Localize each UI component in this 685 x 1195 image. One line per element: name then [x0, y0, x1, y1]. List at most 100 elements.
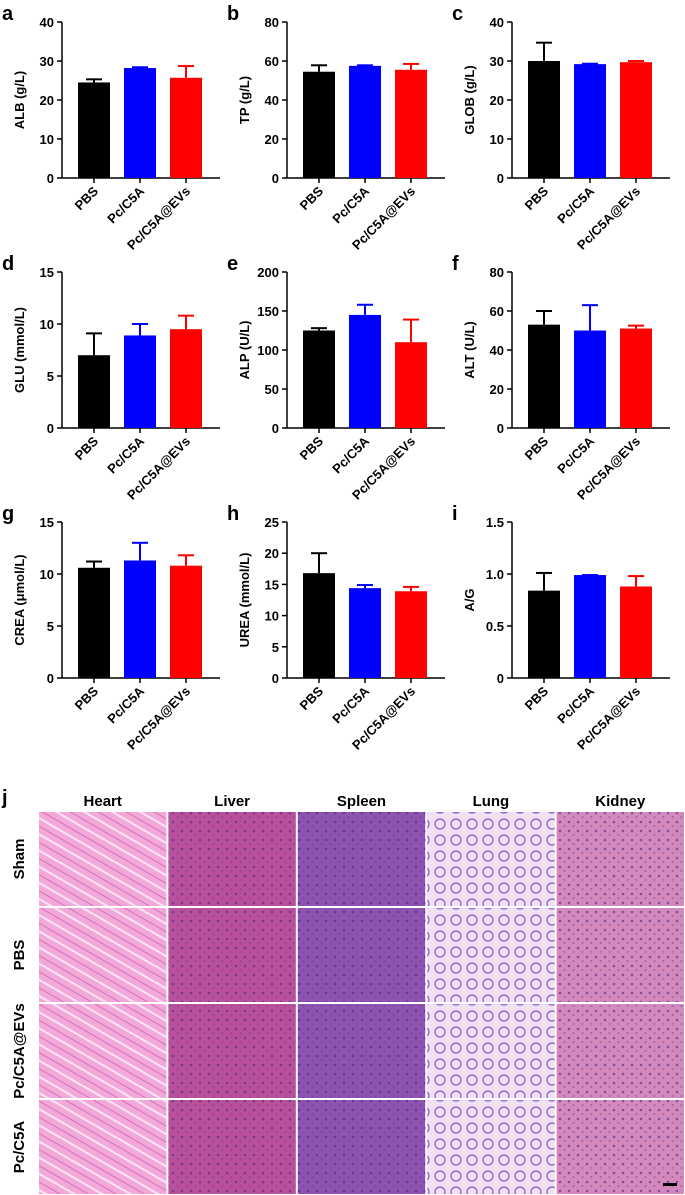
column-header: Heart: [84, 793, 122, 810]
y-tick-label: 1.0: [486, 567, 504, 582]
panel-label: c: [452, 3, 463, 25]
x-tick-label: Pc/C5A: [554, 433, 597, 476]
y-tick-label: 15: [265, 577, 279, 592]
tissue-texture: [168, 908, 296, 1002]
panel-label: e: [227, 253, 238, 275]
bar: [620, 62, 652, 178]
y-tick-label: 20: [40, 93, 54, 108]
tissue-texture: [556, 812, 684, 906]
bar: [303, 330, 335, 428]
y-tick-label: 25: [265, 515, 279, 530]
bar: [574, 64, 606, 178]
panel-label: h: [227, 503, 239, 525]
y-tick-label: 0: [272, 171, 279, 186]
panel-label: j: [1, 787, 8, 809]
column-header: Spleen: [337, 793, 386, 810]
y-tick-label: 0: [47, 671, 54, 686]
y-tick-label: 0: [497, 671, 504, 686]
bar: [349, 65, 381, 178]
y-tick-label: 5: [272, 640, 279, 655]
x-tick-label: PBS: [522, 183, 552, 213]
x-tick-label: PBS: [297, 433, 327, 463]
bar: [170, 77, 202, 178]
y-axis-label: ALT (U/L): [462, 321, 477, 379]
row-header: Pc/C5A@EVs: [11, 1003, 28, 1099]
tissue-texture: [427, 908, 555, 1002]
bar: [78, 567, 110, 678]
panel-label: i: [452, 503, 458, 525]
scale-bar: [663, 1183, 677, 1186]
x-tick-label: PBS: [72, 683, 102, 713]
bar: [303, 573, 335, 678]
bar: [124, 560, 156, 678]
tissue-texture: [297, 908, 426, 1002]
column-header: Liver: [214, 793, 250, 810]
tissue-texture: [556, 1100, 684, 1194]
y-axis-label: A/G: [462, 588, 477, 611]
y-axis-label: UREA (mmol/L): [237, 553, 252, 648]
y-tick-label: 10: [40, 567, 54, 582]
x-tick-label: Pc/C5A: [104, 683, 147, 726]
y-axis-label: TP (g/L): [237, 76, 252, 124]
column-header: Kidney: [595, 793, 646, 810]
y-tick-label: 0: [497, 171, 504, 186]
y-tick-label: 15: [40, 265, 54, 280]
y-tick-label: 200: [257, 265, 279, 280]
y-tick-label: 0: [497, 421, 504, 436]
x-tick-label: Pc/C5A: [329, 183, 372, 226]
y-tick-label: 20: [490, 93, 504, 108]
bar: [620, 328, 652, 428]
y-tick-label: 0: [272, 671, 279, 686]
row-header: Sham: [11, 839, 28, 880]
y-tick-label: 20: [490, 382, 504, 397]
column-header: Lung: [473, 793, 510, 810]
y-tick-label: 100: [257, 343, 279, 358]
y-tick-label: 150: [257, 304, 279, 319]
y-tick-label: 30: [40, 54, 54, 69]
y-tick-label: 5: [47, 619, 54, 634]
y-tick-label: 60: [265, 54, 279, 69]
bar: [124, 68, 156, 178]
y-axis-label: GLU (mmol/L): [12, 307, 27, 393]
row-header: PBS: [11, 940, 28, 971]
bar: [528, 61, 560, 178]
x-tick-label: Pc/C5A: [104, 183, 147, 226]
tissue-texture: [39, 812, 167, 906]
bar: [395, 69, 427, 178]
x-tick-label: Pc/C5A: [554, 683, 597, 726]
y-tick-label: 0: [47, 421, 54, 436]
y-tick-label: 40: [490, 343, 504, 358]
bar: [349, 314, 381, 428]
tissue-texture: [168, 812, 296, 906]
y-tick-label: 20: [265, 132, 279, 147]
y-axis-label: ALB (g/L): [12, 71, 27, 129]
tissue-texture: [168, 1100, 296, 1194]
panel-label: g: [2, 503, 14, 525]
panel-label: f: [452, 253, 459, 275]
y-tick-label: 50: [265, 382, 279, 397]
tissue-texture: [39, 1100, 167, 1194]
tissue-texture: [168, 1004, 296, 1098]
y-tick-label: 40: [265, 93, 279, 108]
tissue-texture: [427, 1004, 555, 1098]
bar: [303, 71, 335, 178]
bar: [574, 575, 606, 678]
y-tick-label: 5: [47, 369, 54, 384]
y-tick-label: 20: [265, 546, 279, 561]
tissue-texture: [427, 1100, 555, 1194]
x-tick-label: PBS: [72, 183, 102, 213]
tissue-texture: [39, 1004, 167, 1098]
y-tick-label: 40: [40, 15, 54, 30]
x-tick-label: PBS: [297, 183, 327, 213]
tissue-texture: [297, 1004, 426, 1098]
y-tick-label: 0: [47, 171, 54, 186]
y-tick-label: 10: [40, 132, 54, 147]
y-tick-label: 10: [490, 132, 504, 147]
y-tick-label: 30: [490, 54, 504, 69]
y-tick-label: 0: [272, 421, 279, 436]
tissue-texture: [39, 908, 167, 1002]
y-tick-label: 10: [265, 609, 279, 624]
panel-label: b: [227, 3, 239, 25]
y-tick-label: 80: [265, 15, 279, 30]
